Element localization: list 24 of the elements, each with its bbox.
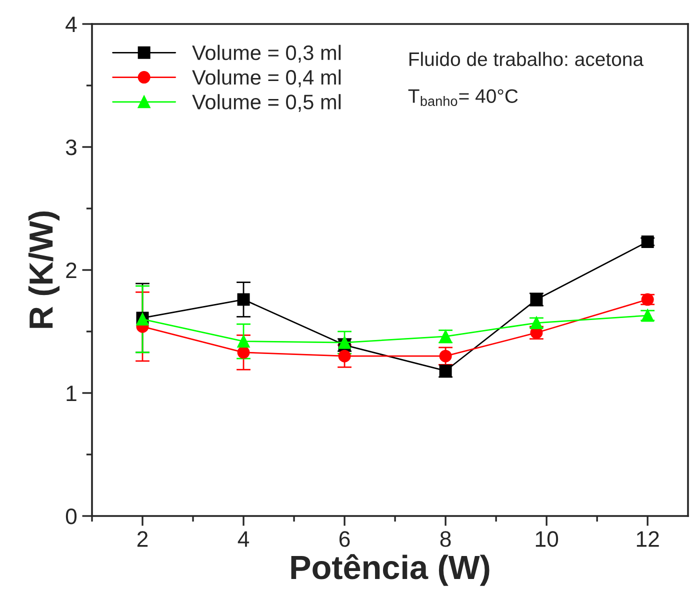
y-tick-label: 4 bbox=[66, 16, 77, 32]
legend-label: Volume = 0,4 ml bbox=[192, 69, 341, 88]
y-tick-label: 3 bbox=[66, 140, 76, 156]
x-tick-label: 10 bbox=[536, 531, 558, 547]
y-tick-label: 0 bbox=[66, 508, 77, 524]
x-tick-label: 8 bbox=[440, 531, 451, 547]
point bbox=[439, 350, 452, 362]
y-tick-label: 2 bbox=[66, 262, 76, 278]
point bbox=[237, 346, 250, 359]
legend-label: Volume = 0,3 ml bbox=[192, 44, 341, 63]
annotation: Fluido de trabalho: acetona bbox=[409, 52, 644, 66]
point bbox=[237, 293, 250, 306]
point bbox=[641, 235, 654, 248]
point bbox=[237, 335, 250, 348]
annotation: T$_{banho}$= 40°C bbox=[408, 89, 518, 106]
y-axis-title: R (K/W) bbox=[28, 211, 60, 328]
x-tick-label: 2 bbox=[137, 531, 148, 547]
x-tick-label: 12 bbox=[636, 531, 659, 547]
point bbox=[338, 350, 351, 362]
legend-label: Volume = 0,5 ml bbox=[192, 94, 341, 112]
x-tick-label: 6 bbox=[339, 531, 350, 547]
x-tick-label: 4 bbox=[238, 531, 250, 547]
y-tick-label: 1 bbox=[66, 386, 76, 402]
x-axis-title: Potência (W) bbox=[291, 554, 490, 586]
